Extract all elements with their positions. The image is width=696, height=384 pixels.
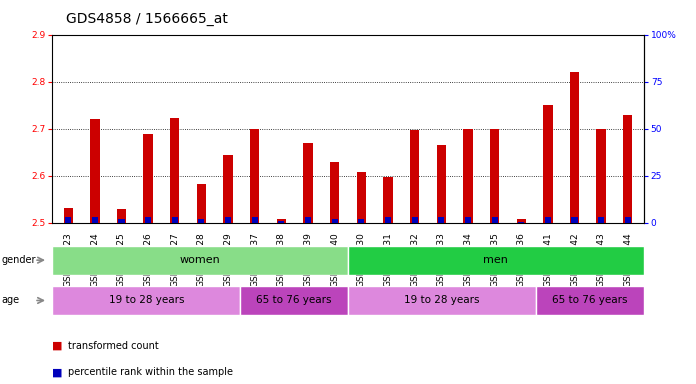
Bar [118,219,125,223]
Bar [385,217,391,223]
Text: 19 to 28 years: 19 to 28 years [109,295,184,306]
Bar [305,217,311,223]
Bar [536,286,644,315]
Bar [170,118,180,223]
Bar [571,217,578,223]
Bar [348,246,644,275]
Bar [545,217,551,223]
Bar [63,208,73,223]
Bar [598,217,604,223]
Bar [223,154,232,223]
Bar [240,286,348,315]
Text: age: age [1,295,19,306]
Bar [570,72,579,223]
Bar [117,209,126,223]
Bar [410,129,419,223]
Bar [490,129,499,223]
Bar [277,219,286,223]
Text: women: women [180,255,221,265]
Text: 65 to 76 years: 65 to 76 years [552,295,628,306]
Bar [252,217,258,223]
Bar [596,129,606,223]
Text: percentile rank within the sample: percentile rank within the sample [68,367,233,377]
Text: GDS4858 / 1566665_at: GDS4858 / 1566665_at [66,12,228,25]
Text: 65 to 76 years: 65 to 76 years [256,295,332,306]
Bar [197,184,206,223]
Text: ■: ■ [52,367,63,377]
Bar [348,286,536,315]
Bar [65,217,71,223]
Bar [465,217,471,223]
Text: 19 to 28 years: 19 to 28 years [404,295,480,306]
Bar [278,221,285,223]
Bar [143,134,153,223]
Bar [464,129,473,223]
Bar [383,177,393,223]
Bar [519,222,524,223]
Bar [623,114,633,223]
Bar [516,219,526,223]
Bar [145,217,151,223]
Text: ■: ■ [52,341,63,351]
Bar [92,217,98,223]
Bar [438,217,444,223]
Bar [491,217,498,223]
Text: gender: gender [1,255,36,265]
Bar [303,143,313,223]
Bar [52,246,348,275]
Bar [90,119,100,223]
Bar [358,219,364,223]
Bar [250,129,260,223]
Text: transformed count: transformed count [68,341,159,351]
Bar [225,217,231,223]
Bar [411,217,418,223]
Bar [436,145,446,223]
Bar [330,162,340,223]
Bar [198,219,205,223]
Text: men: men [484,255,508,265]
Bar [52,286,240,315]
Bar [356,172,366,223]
Bar [332,219,338,223]
Bar [172,217,177,223]
Bar [625,217,631,223]
Bar [543,105,553,223]
